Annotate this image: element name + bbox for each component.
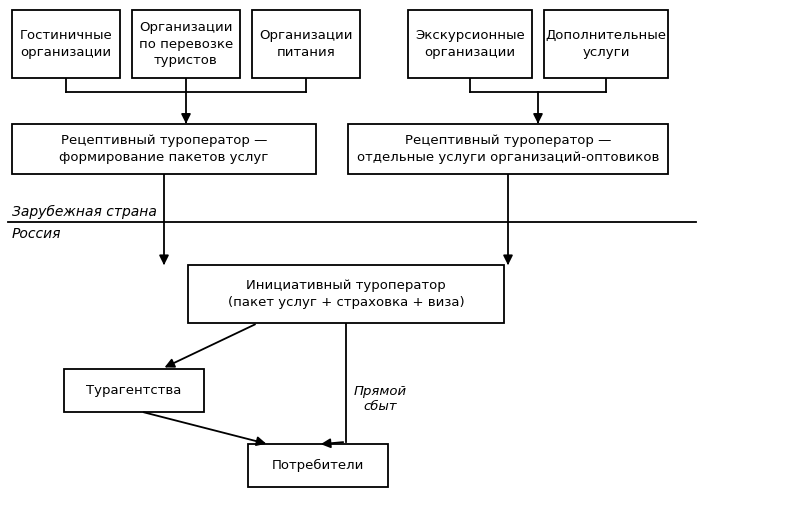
FancyBboxPatch shape — [544, 10, 668, 78]
Text: Организации
по перевозке
туристов: Организации по перевозке туристов — [139, 21, 233, 67]
FancyBboxPatch shape — [188, 265, 504, 323]
FancyBboxPatch shape — [248, 444, 388, 487]
Text: Рецептивный туроператор —
формирование пакетов услуг: Рецептивный туроператор — формирование п… — [59, 134, 269, 164]
FancyBboxPatch shape — [348, 124, 668, 174]
Text: Гостиничные
организации: Гостиничные организации — [20, 29, 112, 59]
Text: Россия: Россия — [12, 227, 62, 241]
Text: Дополнительные
услуги: Дополнительные услуги — [546, 29, 666, 59]
FancyBboxPatch shape — [408, 10, 532, 78]
Text: Экскурсионные
организации: Экскурсионные организации — [415, 29, 525, 59]
Text: Инициативный туроператор
(пакет услуг + страховка + виза): Инициативный туроператор (пакет услуг + … — [228, 279, 464, 309]
Text: Зарубежная страна: Зарубежная страна — [12, 205, 157, 219]
FancyBboxPatch shape — [12, 10, 120, 78]
Text: Потребители: Потребители — [272, 460, 364, 472]
FancyBboxPatch shape — [132, 10, 240, 78]
Text: Организации
питания: Организации питания — [259, 29, 353, 59]
Text: Прямой
сбыт: Прямой сбыт — [354, 385, 406, 413]
FancyBboxPatch shape — [64, 369, 204, 412]
Text: Турагентства: Турагентства — [86, 384, 182, 396]
FancyBboxPatch shape — [12, 124, 316, 174]
Text: Рецептивный туроператор —
отдельные услуги организаций-оптовиков: Рецептивный туроператор — отдельные услу… — [357, 134, 659, 164]
FancyBboxPatch shape — [252, 10, 360, 78]
